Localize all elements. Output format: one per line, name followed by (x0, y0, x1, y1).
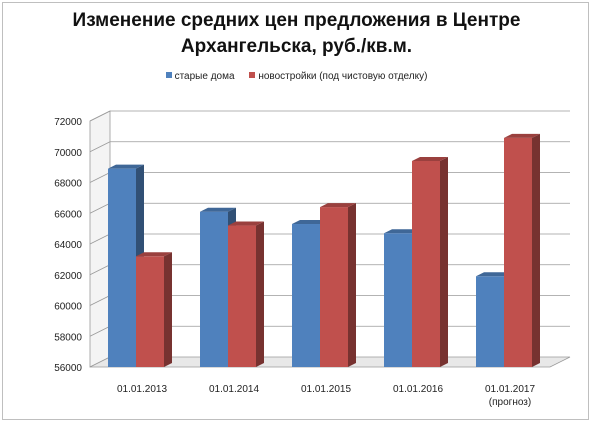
bar-top (504, 133, 540, 138)
y-tick-label: 60000 (54, 302, 82, 313)
bar-new-buildings-2 (320, 203, 356, 367)
x-axis-category-labels: 01.01.2013 01.01.2014 01.01.2015 01.01.2016… (117, 384, 535, 408)
legend-item-new-buildings: новостройки (под чистовую отделку) (249, 71, 427, 82)
bar-new-buildings-0 (136, 252, 172, 367)
gridline-diagonal (89, 110, 111, 122)
bar-side (348, 203, 356, 367)
bar-new-buildings-4 (504, 133, 540, 367)
chart-title-line-2: Архангельска, руб./кв.м. (180, 36, 413, 57)
bar-side (164, 252, 172, 367)
bar-front (476, 276, 504, 367)
legend-label-old-houses: старые дома (174, 71, 235, 82)
y-tick-label: 62000 (54, 271, 82, 282)
x-category-label: 01.01.2014 (209, 384, 259, 395)
legend-item-old-houses: старые дома (165, 71, 235, 82)
bar-front (200, 211, 228, 367)
gridline-diagonal (89, 202, 111, 214)
x-category-label: 01.01.2015 (301, 384, 351, 395)
gridline-diagonal (89, 141, 111, 153)
gridline-diagonal (89, 295, 111, 306)
gridline-diagonal (89, 233, 111, 245)
gridline-diagonal (89, 325, 111, 337)
legend-swatch-old-houses (165, 72, 172, 79)
bar-top (476, 272, 512, 277)
bar-top (108, 164, 144, 169)
bar-front (504, 137, 532, 367)
bar-top (412, 156, 448, 161)
bar-front (228, 225, 256, 367)
bar-front (292, 224, 320, 367)
x-category-label: 01.01.2016 (393, 384, 443, 395)
bar-side (256, 221, 264, 367)
chart-legend: старые дома новостройки (под чистовую от… (0, 71, 593, 82)
bar-new-buildings-1 (228, 221, 264, 367)
y-tick-label: 72000 (54, 117, 82, 128)
legend-swatch-new-buildings (249, 72, 256, 79)
bar-top (320, 203, 356, 208)
y-tick-label: 58000 (54, 332, 82, 343)
x-category-label: 01.01.2013 (117, 384, 167, 395)
bar-top (228, 221, 264, 226)
bar-side (440, 156, 448, 367)
bar-front (320, 207, 348, 367)
bar-new-buildings-3 (412, 156, 448, 367)
y-axis-tick-labels: 56000 58000 60000 62000 64000 66000 68000 70000… (54, 117, 82, 374)
bar-front (384, 233, 412, 367)
x-category-sublabel: (прогноз) (489, 397, 531, 408)
x-category-label: 01.01.2017 (485, 384, 535, 395)
y-tick-label: 56000 (54, 363, 82, 374)
bar-top (384, 229, 420, 234)
bar-top (200, 207, 236, 212)
bar-front (108, 168, 136, 367)
bar-side (532, 133, 540, 367)
chart-title: Изменение средних цен предложения в Цент… (0, 8, 593, 60)
bar-layer (108, 133, 540, 367)
legend-label-new-buildings: новостройки (под чистовую отделку) (258, 71, 428, 82)
bar-top (136, 252, 172, 257)
bar-front (136, 256, 164, 367)
gridline-diagonal (89, 172, 111, 183)
y-tick-label: 70000 (54, 148, 82, 159)
y-tick-label: 66000 (54, 209, 82, 220)
bar-top (292, 220, 328, 225)
y-tick-label: 64000 (54, 240, 82, 251)
chart-title-line-1: Изменение средних цен предложения в Цент… (72, 10, 521, 31)
gridline-diagonal (89, 264, 111, 276)
y-tick-label: 68000 (54, 179, 82, 190)
bar-front (412, 160, 440, 367)
